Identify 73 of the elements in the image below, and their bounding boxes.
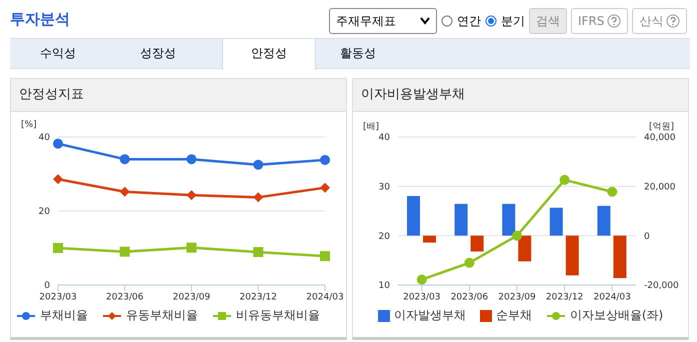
point [53,174,63,184]
bar [566,236,579,276]
point [253,192,264,202]
point [186,154,196,164]
point [464,258,474,268]
legend-label: 비유동부채비율 [236,307,320,324]
text: 분기 [501,12,525,30]
y-tick-label: 0 [44,281,50,292]
x-tick-label: 2024/03 [306,292,344,302]
legend-label: 이자발생부채 [394,307,466,324]
y-axis-title: [%] [21,120,37,130]
bar [470,236,484,252]
x-tick-label: 2023/09 [172,292,210,302]
bar [502,204,516,236]
bar [518,236,532,262]
y-tick-label: 40 [38,133,50,144]
text: 투자분석 [10,10,70,29]
text: 안정성 [222,38,316,70]
text: 활동성 [339,45,377,62]
point [186,190,196,200]
point [186,242,196,253]
text: 주재무제표 [336,12,396,30]
point [320,182,330,193]
y-tick-label: 30 [378,182,390,193]
x-tick-label: 2023/09 [498,292,536,302]
chart-title: 안정성지표 [11,78,346,112]
x-tick-label: 2023/03 [403,292,440,302]
bar [407,196,420,236]
text: 연간 [457,12,481,30]
text: 산식 [639,12,664,30]
y-axis-title: [배] [363,121,380,133]
chart-title: 이자비용발생부채 [353,78,688,112]
bar [613,236,626,278]
y2-tick-label: 0 [644,232,650,242]
y-tick-label: 20 [378,232,390,242]
point [416,274,427,285]
x-tick-label: 2024/03 [594,292,631,302]
x-tick-label: 2023/12 [546,292,584,302]
text: 검색 [529,8,567,34]
bar [550,208,563,236]
text: IFRS [578,14,604,28]
point [53,243,63,253]
x-tick-label: 2023/06 [106,292,144,302]
legend-label: 부채비율 [40,307,88,324]
y-tick-label: 20 [38,207,50,218]
point [53,138,63,149]
point [607,186,618,197]
point [320,251,330,262]
y-tick-label: 10 [378,281,390,292]
point [120,246,130,257]
y2-tick-label: 20,000 [644,182,676,193]
x-tick-label: 2023/03 [39,292,77,302]
y2-axis-title: [억원] [649,121,674,133]
legend-label: 이자보상배율(좌) [570,307,664,324]
x-tick-label: 2023/06 [450,292,488,302]
text: 수익성 [39,45,77,62]
point [120,154,130,164]
bar [454,204,468,236]
bar [423,236,436,243]
point [253,160,264,170]
point [512,230,522,241]
x-tick-label: 2023/12 [240,292,277,302]
point [320,154,330,165]
text: 성장성 [139,45,177,62]
y-tick-label: 40 [378,133,390,144]
bar [597,206,610,236]
legend-label: 순부채 [496,307,532,324]
legend-label: 유동부채비율 [126,307,198,324]
point [560,174,570,185]
y2-tick-label: 40,000 [644,133,676,144]
y2-tick-label: -20,000 [644,281,680,292]
point [253,247,264,258]
point [120,186,130,197]
